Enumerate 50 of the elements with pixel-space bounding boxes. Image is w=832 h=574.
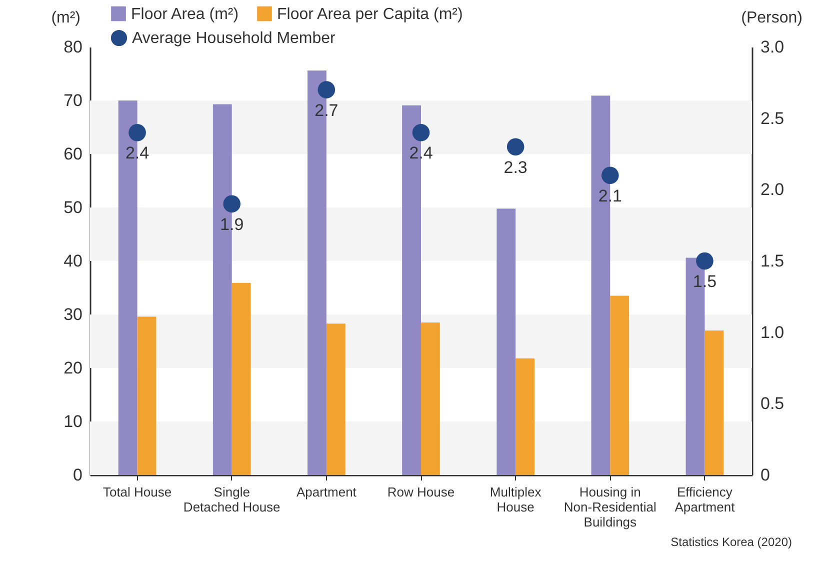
y2-tick-label: 0.5 xyxy=(760,394,784,414)
point xyxy=(601,166,619,184)
data-label: 1.5 xyxy=(692,272,717,291)
y-tick-label: 10 xyxy=(64,412,82,431)
y-tick-label: 60 xyxy=(64,144,82,164)
bar xyxy=(137,316,156,475)
point xyxy=(318,81,336,98)
x-tick-label: Row House xyxy=(387,484,455,500)
data-label: 2.3 xyxy=(504,158,528,177)
bar xyxy=(496,208,516,475)
bar xyxy=(421,322,440,475)
y-tick-label: 80 xyxy=(64,38,82,56)
y-tick-label: 0 xyxy=(73,466,82,484)
y-axis-title: (m²) xyxy=(51,10,80,26)
y-tick-label: 30 xyxy=(64,305,82,324)
y-tick-label: 50 xyxy=(64,198,82,217)
x-tick-label: Total House xyxy=(102,484,172,500)
x-tick-label: Housing in Non-Residential Buildings xyxy=(564,484,656,530)
point xyxy=(223,195,241,213)
y2-tick-label: 1.0 xyxy=(760,322,784,342)
bar xyxy=(704,330,724,475)
point xyxy=(696,252,714,270)
y2-tick-label: 1.5 xyxy=(760,252,784,270)
legend-label: Floor Area per Capita (m²) xyxy=(277,6,463,23)
data-label: 2.4 xyxy=(125,144,150,163)
y2-tick-label: 3.0 xyxy=(760,38,784,56)
text: Statistics Korea (2020) xyxy=(670,535,792,549)
x-tick-label: Efficiency Apartment xyxy=(674,484,736,514)
data-label: 1.9 xyxy=(220,214,244,234)
point xyxy=(128,124,146,142)
legend-label: Floor Area (m²) xyxy=(131,6,239,23)
y-tick-label: 40 xyxy=(64,252,82,270)
data-label: 2.7 xyxy=(314,100,338,120)
point xyxy=(506,138,524,156)
bar xyxy=(610,296,630,475)
x-tick-label: Single Detached House xyxy=(183,484,280,514)
y-tick-label: 20 xyxy=(64,358,82,378)
bar xyxy=(516,358,534,475)
y2-tick-label: 2.0 xyxy=(760,180,784,200)
legend-label: Average Household Member xyxy=(132,30,336,47)
y-tick-label: 70 xyxy=(64,91,82,110)
x-tick-label: Multiplex House xyxy=(490,484,542,514)
y2-tick-label: 0 xyxy=(760,466,770,484)
y2-tick-label: 2.5 xyxy=(760,108,784,128)
bar xyxy=(232,282,251,475)
y2-axis-title: (Person) xyxy=(741,10,802,26)
point xyxy=(412,124,430,142)
bar xyxy=(326,324,346,475)
data-label: 2.1 xyxy=(598,186,622,206)
x-tick-label: Apartment xyxy=(296,484,357,500)
